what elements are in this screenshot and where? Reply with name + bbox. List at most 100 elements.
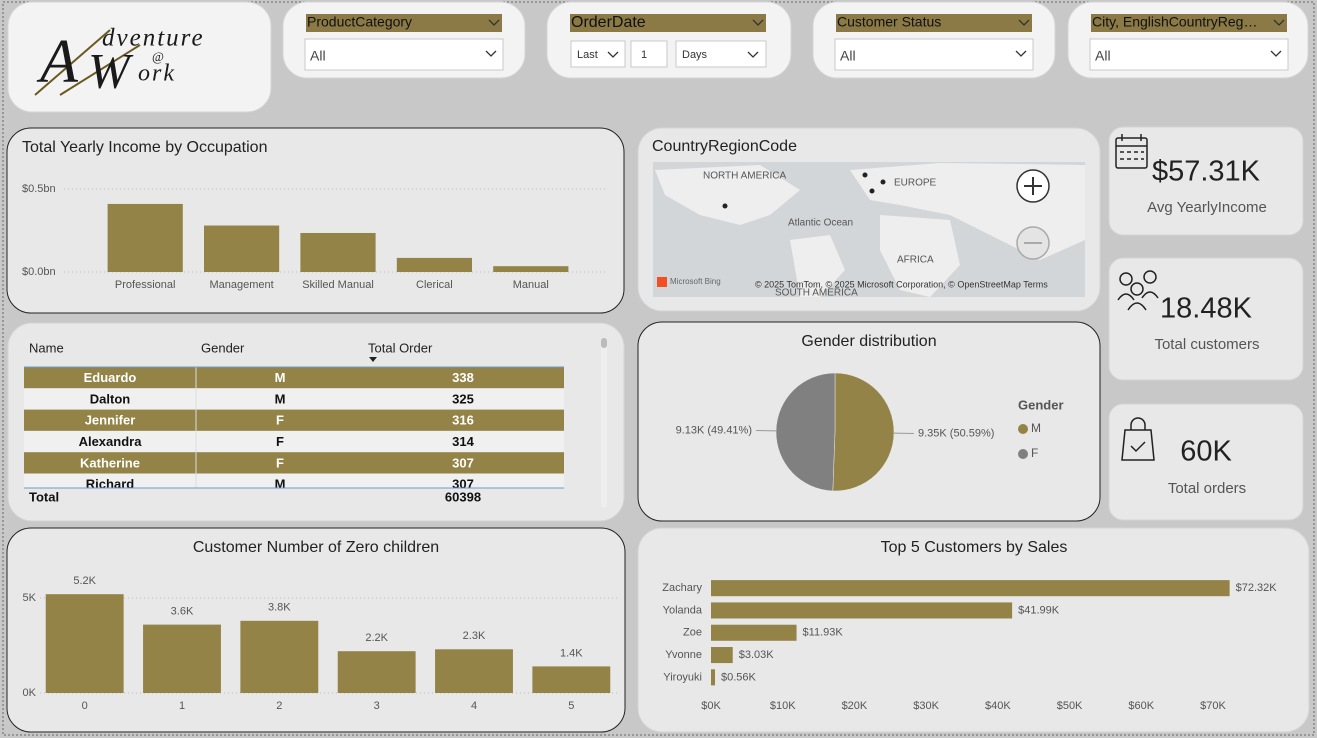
table-cell: 314 [452,434,474,449]
dropdown[interactable] [1089,38,1289,71]
logo-text: W [88,42,134,98]
legend-title: Gender [1018,397,1064,412]
x-tick-label: $60K [1128,700,1154,712]
table-cell: 325 [452,391,474,406]
chart-title: Top 5 Customers by Sales [881,539,1068,556]
table-cell: F [276,413,284,428]
y-tick-label: $0.0bn [22,266,56,278]
total-label: Total [29,489,59,504]
x-tick-label: $0K [701,700,721,712]
filter-unit: Days [682,49,708,61]
logo-text: ork [138,61,176,87]
map-attribution: Microsoft Bing [670,277,721,286]
column-header: Total Order [368,340,433,355]
chevron [607,51,619,58]
x-tick-label: Skilled Manual [302,279,374,291]
x-tick-label: 1 [179,700,185,712]
logo-text: @ [152,49,164,64]
map-label: EUROPE [894,178,937,189]
table-row [24,409,564,431]
table-cell: F [276,455,284,470]
x-tick-label: $70K [1200,700,1226,712]
bar [107,203,183,272]
dropdown[interactable] [304,38,504,71]
filter-value: All [310,48,326,64]
filter-header [306,14,502,32]
bar [493,266,569,272]
x-tick-label: Clerical [416,279,453,291]
logo-stroke [34,29,141,96]
kpi-label: Total orders [1168,480,1246,497]
map-point [722,203,728,209]
kpi-value: 18.48K [1160,293,1253,325]
x-tick-label: $50K [1057,700,1083,712]
filter-title: OrderDate [571,14,646,31]
column-header: Gender [201,340,245,355]
logo-text: dventure [102,25,205,52]
map-copyright: © 2025 TomTom, © 2025 Microsoft Corporat… [755,279,1048,289]
table-cell: Jennifer [85,413,136,428]
table-cell: 307 [452,455,474,470]
data-label: $72.32K [1236,582,1278,594]
y-tick-label: Yolanda [663,604,703,616]
data-label: 2.3K [463,630,486,642]
y-tick-label: Yiroyuki [663,671,702,683]
sort-arrow[interactable] [369,357,377,362]
bar [711,602,1013,619]
bar [240,620,319,693]
table-cell: Eduardo [84,370,137,385]
dropdown[interactable] [675,40,767,68]
chart-title: Customer Number of Zero children [193,539,439,556]
total-value: 60398 [445,489,481,504]
x-tick-label: Professional [115,279,176,291]
filter-header [570,14,766,32]
bar [300,232,376,272]
data-label: 2.2K [365,632,388,644]
dropdown[interactable] [834,38,1034,71]
data-label: $3.03K [739,649,775,661]
map-title: CountryRegionCode [652,138,797,155]
filter-title: Customer Status [837,14,941,30]
bar [711,669,716,686]
y-tick-label: $0.5bn [22,183,56,195]
bar [143,624,221,693]
map-label: SOUTH AMERICA [775,288,858,299]
bar [435,649,513,693]
bar [711,624,797,641]
table-row [24,367,564,389]
kpi-label: Avg YearlyIncome [1147,199,1267,216]
map-point [880,179,886,185]
bar [337,651,416,693]
filter-header [1091,14,1287,32]
logo-card [7,1,272,113]
data-label: $0.56K [721,671,757,683]
x-tick-label: 3 [374,700,380,712]
data-label: $41.99K [1018,604,1060,616]
table-cell: M [275,477,286,492]
calendar-icon [1115,134,1148,169]
data-label: 3.8K [268,602,291,614]
chevron [488,19,500,26]
map-label: Atlantic Ocean [788,218,853,229]
land [655,163,1085,297]
data-label: $11.93K [803,627,844,639]
table-row [24,473,564,488]
filter-value: All [840,48,856,64]
x-tick-label: 5 [568,700,574,712]
input[interactable] [630,40,668,68]
table-body: Eduardo M 338 Dalton M 325 Jennifer F 316 Alexand… [24,367,564,492]
legend-label: M [1031,421,1041,435]
filter-count: 1 [641,49,647,61]
logo-text: A [36,28,79,96]
scrollbar[interactable] [601,338,607,508]
y-tick-label: Zoe [683,627,702,639]
bar [45,594,124,693]
chart-title: Total Yearly Income by Occupation [22,139,267,156]
filter-header [836,14,1032,32]
kpi-card [1108,257,1304,381]
scroll-thumb[interactable] [601,338,607,348]
chevron [747,51,759,58]
legend-marker [1018,449,1028,459]
